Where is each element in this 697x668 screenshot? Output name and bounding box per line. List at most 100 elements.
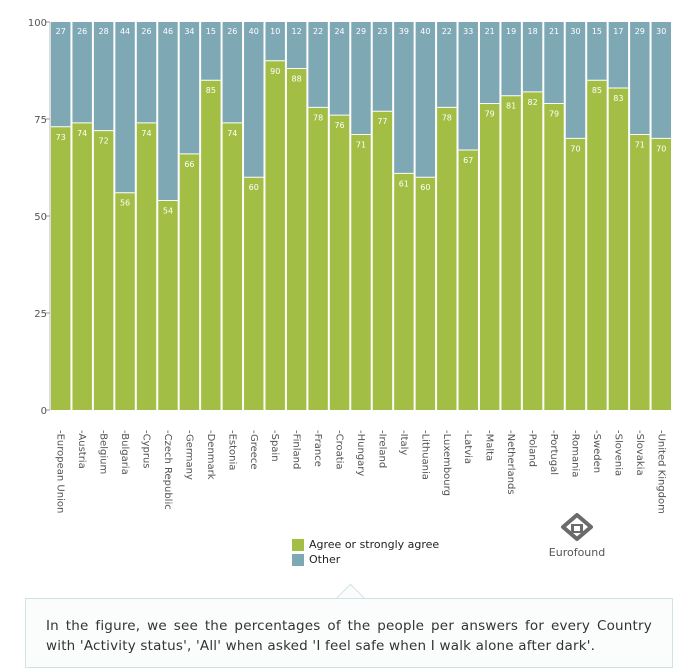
bar-other[interactable] bbox=[608, 22, 629, 88]
bar-other[interactable] bbox=[51, 22, 71, 127]
bar-agree[interactable] bbox=[458, 150, 478, 411]
bar-other[interactable] bbox=[372, 22, 393, 112]
bar-agree[interactable] bbox=[415, 177, 436, 410]
data-label-agree: 67 bbox=[463, 156, 473, 165]
bar-agree[interactable] bbox=[394, 173, 414, 410]
bar-agree[interactable] bbox=[479, 103, 500, 410]
bar-agree[interactable] bbox=[351, 134, 371, 410]
bar-agree[interactable] bbox=[158, 200, 178, 410]
y-tick-label: 75 bbox=[34, 115, 47, 126]
bar-agree[interactable] bbox=[544, 103, 564, 410]
bar-other[interactable] bbox=[522, 22, 543, 92]
bar-other[interactable] bbox=[501, 22, 521, 96]
bar-other[interactable] bbox=[437, 22, 457, 108]
legend-item-other[interactable]: Other bbox=[292, 552, 439, 567]
bar-other[interactable] bbox=[351, 22, 371, 135]
y-tick-label: 0 bbox=[41, 406, 47, 417]
bar-other[interactable] bbox=[458, 22, 478, 151]
data-label-other: 15 bbox=[206, 27, 216, 36]
bar-other[interactable] bbox=[72, 22, 92, 123]
bar-other[interactable] bbox=[544, 22, 564, 104]
bar-agree[interactable] bbox=[179, 153, 200, 411]
data-label-other: 26 bbox=[227, 27, 237, 36]
bar-other[interactable] bbox=[394, 22, 414, 174]
bar-agree[interactable] bbox=[222, 122, 243, 410]
bar-other[interactable] bbox=[630, 22, 650, 135]
bar-other[interactable] bbox=[651, 22, 671, 139]
data-label-other: 39 bbox=[399, 27, 409, 36]
caption-text: In the figure, we see the percentages of… bbox=[46, 618, 652, 654]
data-label-agree: 70 bbox=[570, 144, 580, 153]
bar-agree[interactable] bbox=[587, 80, 607, 410]
bar-other[interactable] bbox=[329, 22, 350, 116]
bar-other[interactable] bbox=[115, 22, 135, 193]
bar-other[interactable] bbox=[222, 22, 243, 123]
bar-other[interactable] bbox=[479, 22, 500, 104]
x-tick-label: -Ireland bbox=[376, 430, 387, 468]
bar-other[interactable] bbox=[286, 22, 307, 69]
x-tick-label: -Portugal bbox=[548, 430, 559, 475]
bar-agree[interactable] bbox=[329, 115, 350, 411]
x-tick-label: -Finland bbox=[291, 430, 302, 469]
bar-other[interactable] bbox=[93, 22, 114, 131]
x-tick-label: -Poland bbox=[527, 430, 538, 467]
data-label-agree: 70 bbox=[656, 144, 666, 153]
bar-agree[interactable] bbox=[51, 126, 71, 410]
data-label-other: 19 bbox=[506, 27, 516, 36]
bar-agree[interactable] bbox=[136, 122, 157, 410]
x-tick-label: -Greece bbox=[248, 430, 259, 470]
x-tick-label: -Hungary bbox=[355, 430, 366, 476]
bar-agree[interactable] bbox=[372, 111, 393, 411]
bar-other[interactable] bbox=[136, 22, 157, 123]
bar-other[interactable] bbox=[587, 22, 607, 81]
bar-agree[interactable] bbox=[501, 95, 521, 410]
x-tick-label: -Romania bbox=[569, 430, 580, 477]
data-label-agree: 83 bbox=[613, 94, 623, 103]
x-tick-label: -Netherlands bbox=[505, 430, 516, 495]
x-tick-label: -Croatia bbox=[334, 430, 345, 470]
bar-agree[interactable] bbox=[201, 80, 221, 410]
stacked-bar-chart: 0 25 50 75 100 73 27 74 26 72 28 56 44 74 26 54 46 66 34 8… bbox=[28, 18, 671, 514]
legend-label-other: Other bbox=[309, 553, 341, 566]
bar-agree[interactable] bbox=[93, 130, 114, 410]
data-label-other: 22 bbox=[442, 27, 452, 36]
bar-agree[interactable] bbox=[522, 91, 543, 410]
y-tick-label: 100 bbox=[28, 18, 47, 29]
bar-other[interactable] bbox=[158, 22, 178, 201]
legend-item-agree[interactable]: Agree or strongly agree bbox=[292, 537, 439, 552]
bar-agree[interactable] bbox=[630, 134, 650, 410]
bar-agree[interactable] bbox=[286, 68, 307, 410]
bar-agree[interactable] bbox=[437, 107, 457, 411]
bar-other[interactable] bbox=[308, 22, 328, 108]
data-label-agree: 54 bbox=[163, 206, 173, 215]
bar-other[interactable] bbox=[565, 22, 586, 139]
data-label-other: 21 bbox=[549, 27, 559, 36]
bar-agree[interactable] bbox=[72, 122, 92, 410]
bar-other[interactable] bbox=[201, 22, 221, 81]
bar-agree[interactable] bbox=[608, 87, 629, 411]
bar-agree[interactable] bbox=[651, 138, 671, 410]
x-tick-label: -Czech Republic bbox=[162, 430, 173, 510]
x-tick-label: -Germany bbox=[183, 430, 194, 480]
x-tick-label: -Spain bbox=[269, 430, 280, 462]
data-label-agree: 74 bbox=[227, 129, 237, 138]
data-label-agree: 88 bbox=[292, 75, 302, 84]
logo-text: Eurofound bbox=[548, 546, 606, 559]
bar-agree[interactable] bbox=[244, 177, 264, 410]
bar-other[interactable] bbox=[244, 22, 264, 178]
bar-other[interactable] bbox=[179, 22, 200, 154]
legend-swatch-other bbox=[292, 553, 304, 566]
legend-label-agree: Agree or strongly agree bbox=[309, 538, 440, 551]
bar-other[interactable] bbox=[415, 22, 436, 178]
data-label-other: 44 bbox=[120, 27, 130, 36]
data-label-agree: 56 bbox=[120, 199, 130, 208]
bar-other[interactable] bbox=[265, 22, 285, 61]
bar-agree[interactable] bbox=[265, 60, 285, 411]
x-tick-label: -United Kingdom bbox=[655, 430, 666, 514]
data-label-other: 24 bbox=[334, 27, 344, 36]
bar-agree[interactable] bbox=[308, 107, 328, 411]
bar-agree[interactable] bbox=[115, 192, 135, 410]
bar-agree[interactable] bbox=[565, 138, 586, 410]
data-label-agree: 77 bbox=[377, 117, 387, 126]
eurofound-logo[interactable]: Eurofound bbox=[545, 512, 609, 559]
